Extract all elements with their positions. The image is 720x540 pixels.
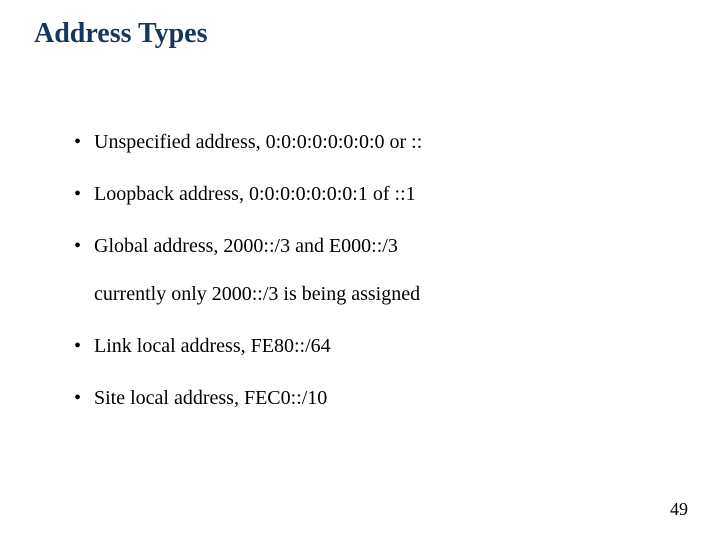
bullet-text: Global address, 2000::/3 and E000::/3	[94, 234, 634, 258]
slide: Address Types • Unspecified address, 0:0…	[0, 0, 720, 540]
bullet-icon: •	[74, 130, 94, 154]
bullet-text: Loopback address, 0:0:0:0:0:0:0:1 of ::1	[94, 182, 634, 206]
list-subitem: currently only 2000::/3 is being assigne…	[94, 282, 634, 306]
page-number: 49	[670, 499, 688, 520]
list-item: • Link local address, FE80::/64	[74, 334, 634, 358]
bullet-icon: •	[74, 334, 94, 358]
bullet-text: Unspecified address, 0:0:0:0:0:0:0:0 or …	[94, 130, 634, 154]
bullet-icon: •	[74, 182, 94, 206]
bullet-icon: •	[74, 386, 94, 410]
list-item: • Global address, 2000::/3 and E000::/3	[74, 234, 634, 258]
bullet-text: Link local address, FE80::/64	[94, 334, 634, 358]
bullet-icon: •	[74, 234, 94, 258]
slide-title: Address Types	[34, 18, 208, 50]
list-item: • Site local address, FEC0::/10	[74, 386, 634, 410]
list-item: • Loopback address, 0:0:0:0:0:0:0:1 of :…	[74, 182, 634, 206]
bullet-list: • Unspecified address, 0:0:0:0:0:0:0:0 o…	[74, 130, 634, 438]
list-item: • Unspecified address, 0:0:0:0:0:0:0:0 o…	[74, 130, 634, 154]
bullet-text: Site local address, FEC0::/10	[94, 386, 634, 410]
